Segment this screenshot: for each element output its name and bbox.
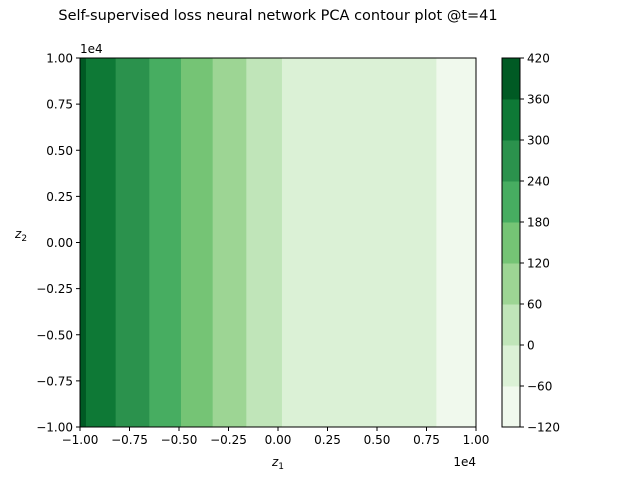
colorbar-tick-label: 360 bbox=[527, 93, 550, 107]
x-tick-label: −0.75 bbox=[111, 433, 148, 447]
chart-title: Self-supervised loss neural network PCA … bbox=[58, 8, 497, 24]
contour-band bbox=[281, 58, 437, 427]
colorbar-segment bbox=[502, 222, 520, 264]
contour-band bbox=[85, 58, 117, 427]
colorbar-axis: −120 −60 0 60 120 180 240 300 360 420 bbox=[520, 52, 560, 435]
colorbar-segment bbox=[502, 386, 520, 428]
colorbar-segment bbox=[502, 345, 520, 387]
x-tick-label: 0.25 bbox=[314, 433, 341, 447]
y-axis-label-sub: 2 bbox=[21, 234, 27, 244]
y-tick-label: 1.00 bbox=[46, 52, 73, 66]
colorbar-tick-label: 240 bbox=[527, 175, 550, 189]
x-offset-label: 1e4 bbox=[453, 455, 476, 469]
colorbar-segment bbox=[502, 263, 520, 305]
contour-band bbox=[115, 58, 150, 427]
colorbar-tick-label: 120 bbox=[527, 257, 550, 271]
colorbar-tick-label: −120 bbox=[527, 421, 560, 435]
y-tick-label: −0.50 bbox=[36, 328, 73, 342]
colorbar-tick-label: 180 bbox=[527, 216, 550, 230]
x-axis-label: z1 bbox=[271, 455, 284, 472]
x-axis: −1.00 −0.75 −0.50 −0.25 0.00 0.25 0.50 0.75 1.00 bbox=[62, 427, 490, 447]
colorbar-segment bbox=[502, 99, 520, 141]
colorbar-segment bbox=[502, 181, 520, 223]
y-axis-label: z2 bbox=[14, 227, 27, 244]
y-tick-label: −1.00 bbox=[36, 421, 73, 435]
y-tick-label: 0.50 bbox=[46, 144, 73, 158]
x-tick-label: −1.00 bbox=[62, 433, 99, 447]
colorbar bbox=[501, 57, 521, 428]
colorbar-tick-label: 60 bbox=[527, 298, 542, 312]
x-tick-label: −0.50 bbox=[161, 433, 198, 447]
y-tick-label: 0.75 bbox=[46, 98, 73, 112]
y-tick-label: 0.00 bbox=[46, 236, 73, 250]
contour-band bbox=[149, 58, 182, 427]
contour-band bbox=[212, 58, 247, 427]
x-tick-label: 1.00 bbox=[463, 433, 490, 447]
colorbar-tick-label: −60 bbox=[527, 380, 552, 394]
y-offset-label: 1e4 bbox=[80, 42, 103, 56]
x-tick-label: −0.25 bbox=[210, 433, 247, 447]
y-tick-label: 0.25 bbox=[46, 190, 73, 204]
colorbar-segment bbox=[502, 58, 520, 100]
colorbar-frame bbox=[501, 57, 521, 428]
x-tick-label: 0.75 bbox=[413, 433, 440, 447]
colorbar-segment bbox=[502, 304, 520, 346]
contour-band bbox=[180, 58, 214, 427]
x-axis-label-sub: 1 bbox=[278, 462, 284, 472]
x-tick-label: 0.00 bbox=[265, 433, 292, 447]
contour-bands bbox=[80, 58, 477, 427]
colorbar-tick-label: 420 bbox=[527, 52, 550, 66]
contour-band bbox=[436, 58, 477, 427]
x-tick-label: 0.50 bbox=[364, 433, 391, 447]
colorbar-tick-label: 0 bbox=[527, 339, 535, 353]
y-axis: −1.00 −0.75 −0.50 −0.25 0.00 0.25 0.50 0.75 1.00 bbox=[36, 52, 80, 435]
y-tick-label: −0.75 bbox=[36, 374, 73, 388]
x-axis-label-base: z bbox=[271, 455, 279, 469]
contour-band bbox=[80, 58, 87, 427]
y-axis-label-base: z bbox=[14, 227, 22, 241]
contour-band bbox=[246, 58, 283, 427]
y-tick-label: −0.25 bbox=[36, 282, 73, 296]
colorbar-tick-label: 300 bbox=[527, 134, 550, 148]
colorbar-segment bbox=[502, 140, 520, 182]
